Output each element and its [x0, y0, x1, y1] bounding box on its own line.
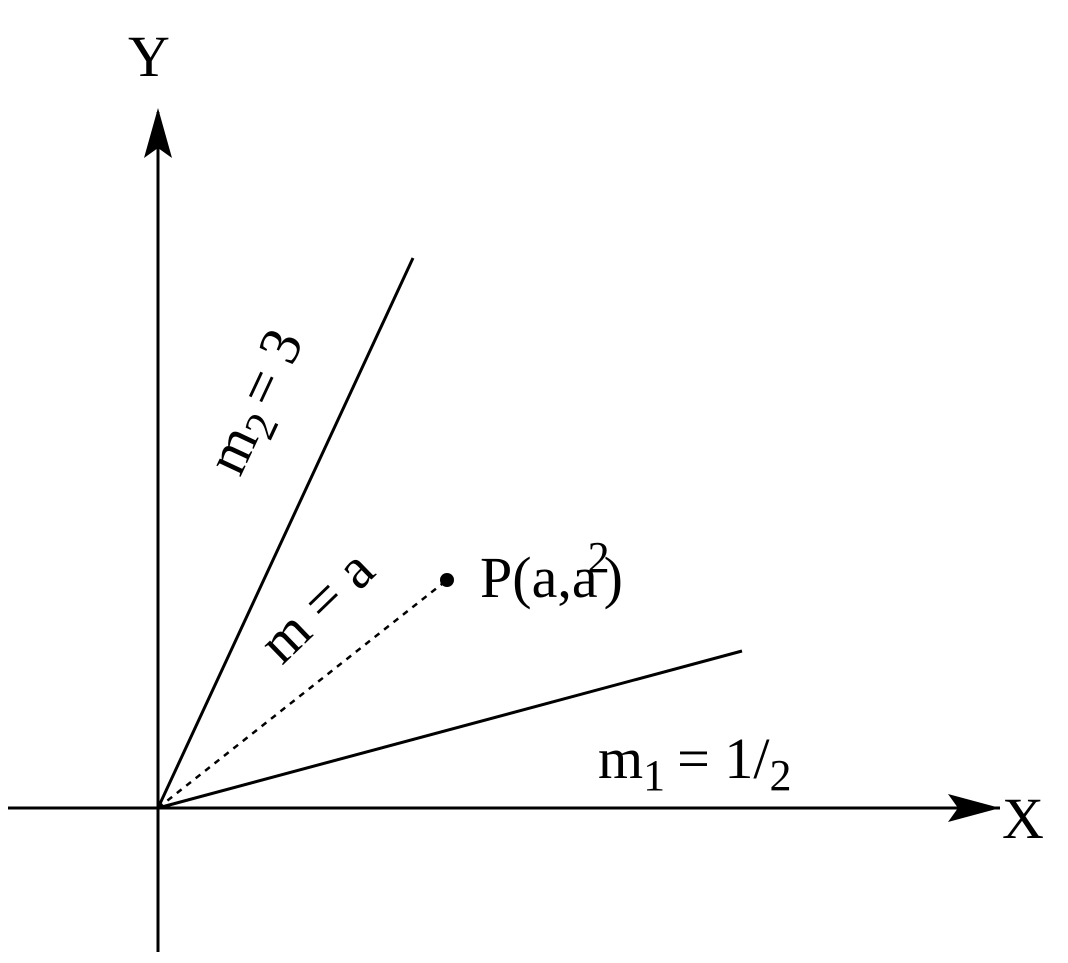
- label-point: P(a,a2): [480, 533, 623, 610]
- point-p: [440, 573, 454, 587]
- label-m1: m1 = 1/2: [598, 726, 791, 800]
- equals: = 1/: [677, 726, 770, 791]
- label-m2: m2= 3: [193, 319, 324, 487]
- equals: = 3: [225, 319, 316, 416]
- line-m: [157, 579, 448, 809]
- point-text: P(a,a: [480, 545, 598, 610]
- x-arrow: [948, 794, 1000, 822]
- line-m1: [157, 649, 743, 810]
- label-m: m = a: [246, 536, 387, 675]
- superscript: 2: [588, 533, 610, 582]
- line-m2: [156, 257, 415, 809]
- symbol: m: [598, 726, 643, 791]
- subscript: 1: [643, 751, 665, 800]
- close: ): [604, 545, 623, 610]
- denominator: 2: [769, 751, 791, 800]
- x-label: X: [1002, 786, 1044, 851]
- y-label: Y: [128, 24, 170, 89]
- y-arrow: [144, 108, 172, 158]
